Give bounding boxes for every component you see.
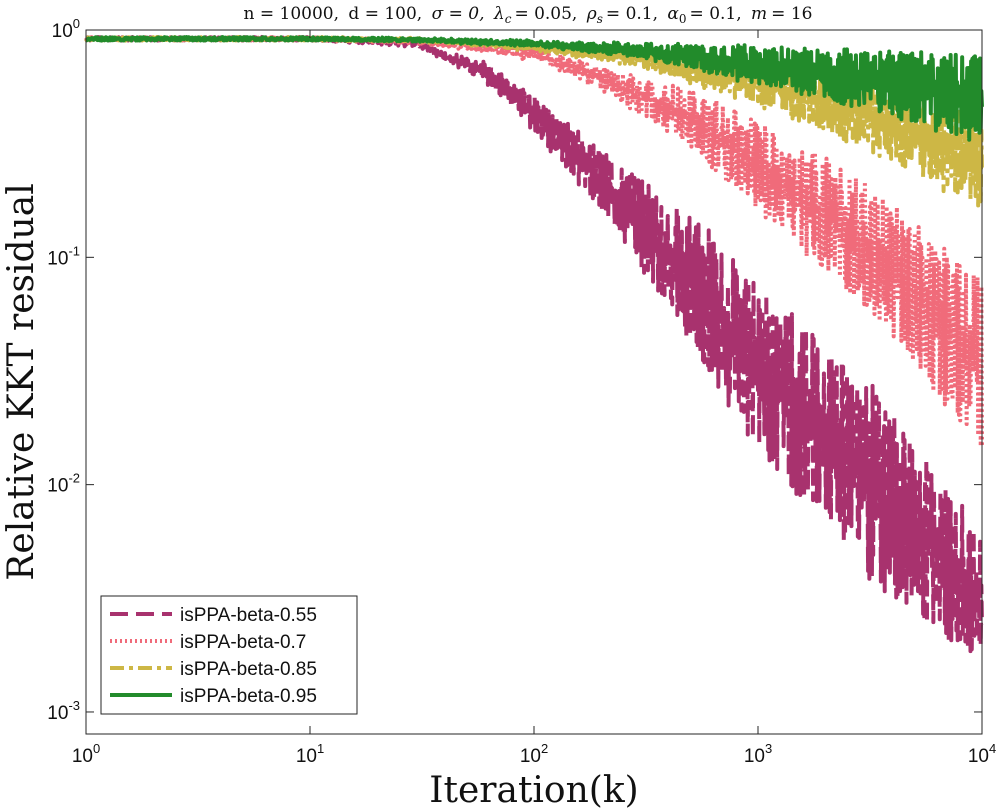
chart-title: n = 10000, d = 100, σ = 0, λc = 0.05, ρs =… [244, 4, 813, 26]
legend: isPPA-beta-0.55 isPPA-beta-0.7 isPPA-bet… [100, 595, 358, 715]
series-line-isPPA-beta-0.95 [84, 35, 984, 142]
y-tick-label-0: 100 [52, 16, 80, 42]
legend-label-beta-0.7: isPPA-beta-0.7 [180, 632, 306, 653]
series-layer [84, 35, 984, 654]
y-axis-label: Relative KKT residual [1, 183, 42, 580]
tick-layer: 100 101 102 103 104 100 10-1 10-2 10-3 [47, 16, 996, 767]
x-tick-label-2: 102 [520, 741, 548, 767]
y-tick-label-1: 10-1 [47, 243, 80, 269]
x-tick-label-4: 104 [968, 741, 996, 767]
y-tick-label-3: 10-3 [47, 698, 80, 724]
legend-label-beta-0.55: isPPA-beta-0.55 [180, 605, 317, 626]
x-tick-label-3: 103 [744, 741, 772, 767]
x-tick-label-1: 101 [296, 741, 324, 767]
legend-label-beta-0.95: isPPA-beta-0.95 [180, 686, 317, 707]
legend-label-beta-0.85: isPPA-beta-0.85 [180, 659, 317, 680]
legend-entry-beta-0.7: isPPA-beta-0.7 [110, 632, 306, 653]
x-axis-label: Iteration(k) [429, 770, 638, 811]
legend-entry-beta-0.95: isPPA-beta-0.95 [110, 686, 317, 707]
x-tick-label-0: 100 [72, 741, 100, 767]
legend-entry-beta-0.55: isPPA-beta-0.55 [110, 605, 317, 626]
y-tick-label-2: 10-2 [47, 471, 80, 497]
legend-entry-beta-0.85: isPPA-beta-0.85 [110, 659, 317, 680]
